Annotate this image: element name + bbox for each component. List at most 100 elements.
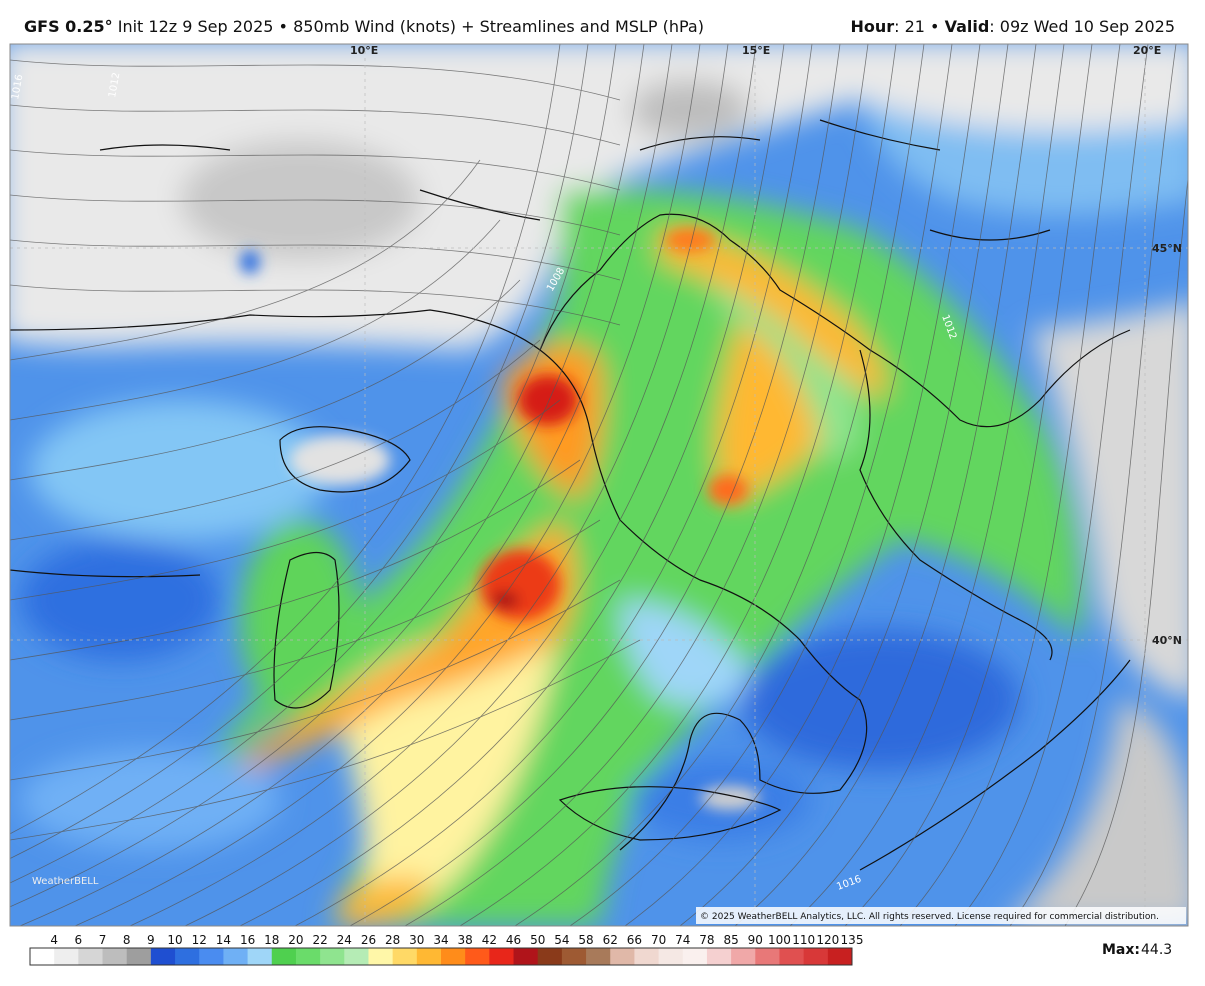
wind-shading	[10, 44, 1188, 926]
colorbar-tick-label: 4	[50, 933, 58, 947]
colorbar-swatch	[731, 948, 756, 965]
colorbar-tick-label: 85	[723, 933, 738, 947]
colorbar-swatch	[126, 948, 152, 965]
wind-field: 10°E 15°E 20°E 45°N 40°N 1016 1012 1012 …	[10, 44, 1188, 926]
colorbar-tick-label: 28	[385, 933, 400, 947]
colorbar-tick-label: 34	[433, 933, 448, 947]
description: Init 12z 9 Sep 2025 • 850mb Wind (knots)…	[117, 17, 704, 36]
colorbar-swatch	[561, 948, 587, 965]
colorbar-tick-label: 74	[675, 933, 690, 947]
colorbar-swatch	[610, 948, 635, 965]
streamline	[74, 44, 701, 926]
colorbar-tick-label: 8	[123, 933, 131, 947]
streamline	[679, 44, 1009, 926]
colorbar-swatch	[489, 948, 515, 965]
streamline	[10, 44, 617, 884]
streamline	[10, 639, 641, 841]
graticule	[10, 44, 1188, 926]
colorbar-tick-label: 66	[627, 933, 642, 947]
colorbar-swatch	[658, 948, 684, 965]
colorbar-tick-label: 38	[458, 933, 473, 947]
colorbar-swatch	[827, 948, 853, 965]
streamline	[10, 459, 581, 661]
isobar-label: 1012	[107, 72, 122, 99]
colorbar: 4 6 7 8 9 10 12 14 16 18 20 22 24 26 28 30 34 38 42 46 50 54 5…	[29, 933, 863, 966]
colorbar-swatch	[537, 948, 563, 965]
streamline	[569, 44, 953, 926]
streamline	[10, 399, 561, 601]
colorbar-swatch	[465, 948, 490, 965]
streamline	[789, 44, 1065, 926]
streamline	[624, 44, 981, 926]
lon-label: 20°E	[1133, 44, 1161, 57]
streamline	[294, 44, 813, 926]
colorbar-tick-label: 6	[75, 933, 83, 947]
streamline	[10, 284, 621, 326]
colorbar-swatch	[755, 948, 780, 965]
colorbar-tick-label: 12	[192, 933, 207, 947]
streamline	[10, 239, 621, 281]
colorbar-tick-label: 90	[748, 933, 763, 947]
colorbar-tick-label: 46	[506, 933, 521, 947]
lon-label: 15°E	[742, 44, 770, 57]
colorbar-tick-label: 110	[792, 933, 815, 947]
coastlines	[10, 119, 1131, 871]
colorbar-tick-label: 16	[240, 933, 255, 947]
streamline	[10, 219, 501, 421]
colorbar-swatch	[271, 948, 297, 965]
model: GFS 0.25°	[24, 17, 113, 36]
streamline	[899, 44, 1121, 926]
colorbar-swatch	[586, 948, 611, 965]
streamline	[10, 279, 521, 481]
colorbar-swatch	[199, 948, 224, 965]
streamline	[844, 44, 1093, 926]
colorbar-tick-label: 26	[361, 933, 376, 947]
streamline	[1064, 174, 1188, 926]
streamline	[734, 44, 1037, 926]
colorbar-swatch	[78, 948, 104, 965]
streamline	[514, 44, 925, 926]
streamline	[10, 579, 621, 781]
colorbar-swatch	[682, 948, 708, 965]
lat-label: 40°N	[1152, 634, 1182, 647]
max-label: Max:	[1102, 942, 1140, 958]
streamline	[10, 519, 601, 721]
colorbar-swatch	[441, 948, 466, 965]
watermark: WeatherBELL	[32, 876, 99, 887]
streamline	[10, 339, 541, 541]
colorbar-swatch	[175, 948, 200, 965]
colorbar-swatch	[247, 948, 273, 965]
colorbar-tick-label: 20	[288, 933, 303, 947]
streamline	[404, 44, 869, 926]
colorbar-tick-label: 62	[603, 933, 618, 947]
streamline	[239, 44, 785, 926]
streamline	[10, 194, 621, 236]
colorbar-frame	[29, 947, 853, 966]
colorbar-swatch	[803, 948, 829, 965]
streamline	[349, 44, 841, 926]
colorbar-tick-label: 24	[337, 933, 352, 947]
colorbar-swatch	[30, 948, 55, 965]
streamline	[19, 44, 673, 926]
streamline	[10, 44, 645, 908]
colorbar-swatch	[416, 948, 442, 965]
streamline	[129, 44, 729, 926]
colorbar-tick-label: 54	[554, 933, 569, 947]
map-frame	[9, 43, 1189, 927]
colorbar-swatch	[392, 948, 418, 965]
colorbar-tick-label: 7	[99, 933, 107, 947]
colorbar-tick-label: 120	[816, 933, 839, 947]
colorbar-swatch	[368, 948, 394, 965]
colorbar-swatch	[706, 948, 732, 965]
isobar-label: 1016	[10, 74, 25, 101]
colorbar-tick-label: 100	[768, 933, 791, 947]
colorbar-tick-label: 10	[167, 933, 182, 947]
streamline	[10, 104, 621, 146]
colorbar-tick-label: 42	[482, 933, 497, 947]
colorbar-tick-label: 18	[264, 933, 279, 947]
streamline	[954, 44, 1149, 926]
colorbar-tick-label: 9	[147, 933, 155, 947]
max-value: 44.3	[1141, 942, 1172, 958]
